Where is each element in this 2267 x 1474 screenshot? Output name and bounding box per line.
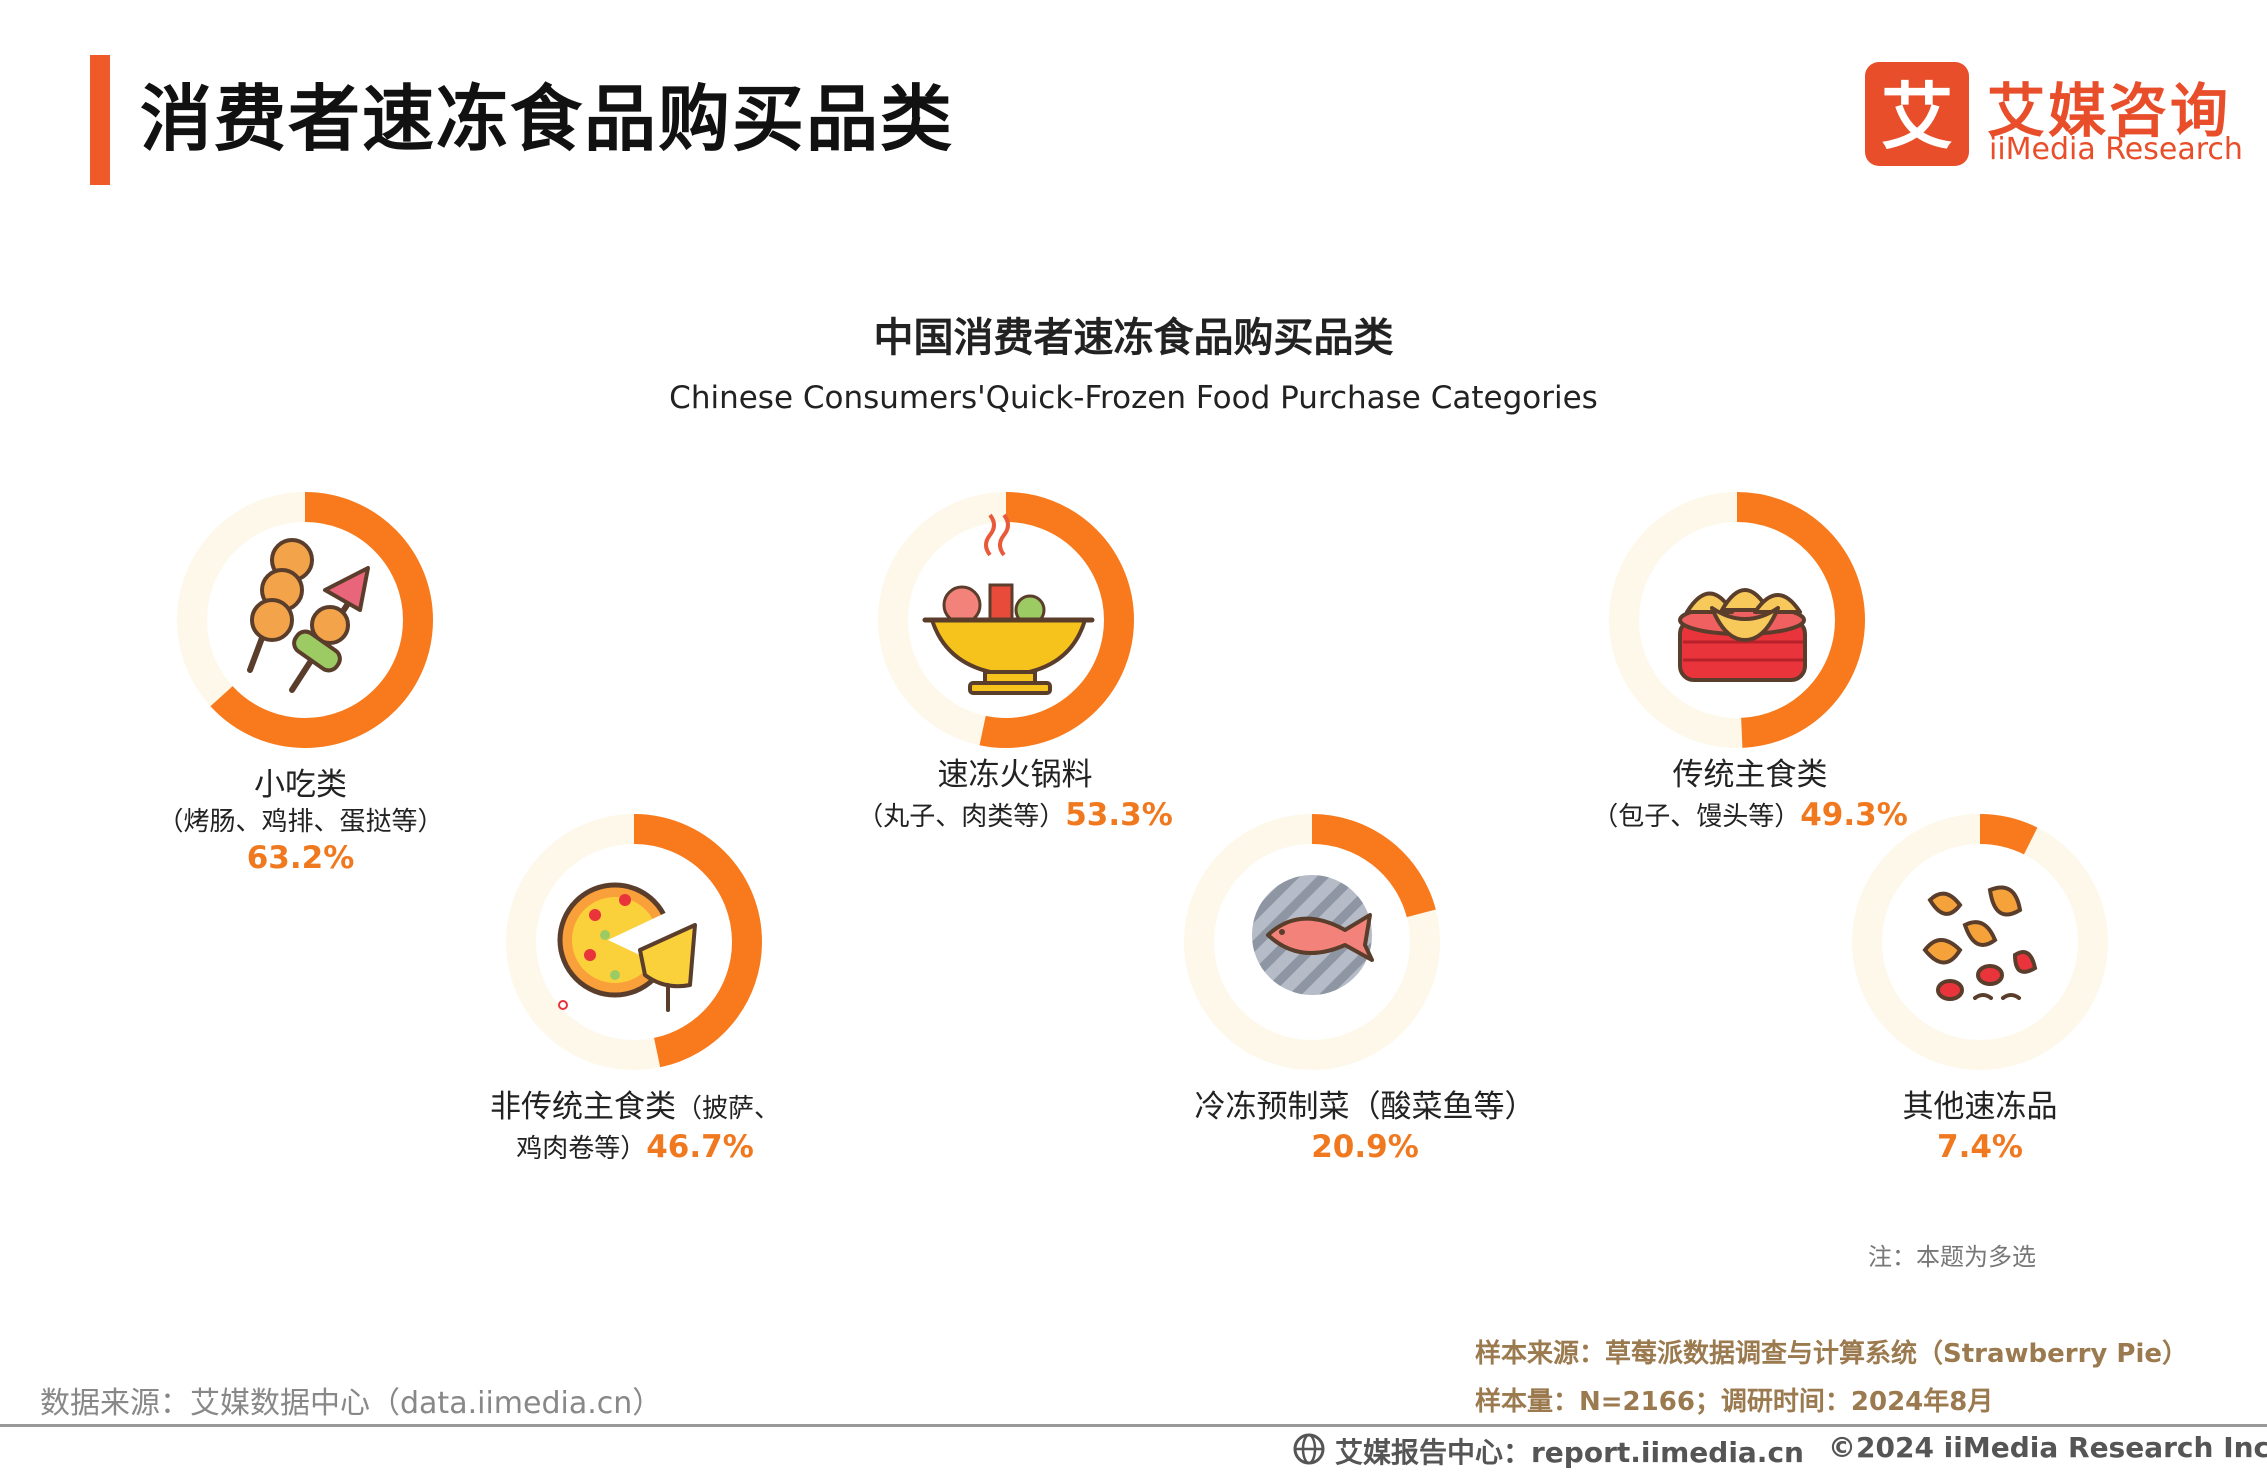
donut-track xyxy=(1184,814,1440,1070)
logo-mark: 艾 xyxy=(1865,62,1969,166)
donut-track xyxy=(878,492,1134,748)
page-title: 消费者速冻食品购买品类 xyxy=(140,77,955,161)
label-non-traditional-staple: 非传统主食类（披萨、 鸡肉卷等）46.7% xyxy=(470,1088,800,1167)
examples-label-part2: 鸡肉卷等） xyxy=(516,1133,647,1164)
label-snacks: 小吃类 （烤肠、鸡排、蛋挞等） 63.2% xyxy=(148,766,453,879)
footer-divider xyxy=(0,1424,2267,1427)
value-label: 46.7% xyxy=(646,1128,754,1165)
donut-track xyxy=(1852,814,2108,1070)
donut-track xyxy=(1609,492,1865,748)
examples-label-part1: （披萨、 xyxy=(675,1094,780,1124)
donut-value-arc xyxy=(506,814,762,1070)
label-prepared-dishes: 冷冻预制菜（酸菜鱼等） 20.9% xyxy=(1165,1088,1565,1167)
logo-name-cn: 艾媒咨询 xyxy=(1987,77,2232,145)
donut-value-arc xyxy=(1852,814,2108,1070)
label-other: 其他速冻品 7.4% xyxy=(1880,1088,2080,1167)
hotpot-icon xyxy=(922,513,1095,695)
value-label: 20.9% xyxy=(1311,1128,1419,1165)
category-label: 速冻火锅料 xyxy=(937,757,1093,793)
iimedia-logo: 艾 艾媒咨询 iiMedia Research xyxy=(1865,62,2245,172)
donut-value-arc xyxy=(177,492,433,748)
category-label: 非传统主食类 xyxy=(489,1089,676,1125)
chart-title: 中国消费者速冻食品购买品类 xyxy=(873,315,1394,361)
sample-source: 样本来源：草莓派数据调查与计算系统（Strawberry Pie） xyxy=(1475,1339,2189,1369)
chart-subtitle: Chinese Consumers'Quick-Frozen Food Purc… xyxy=(669,380,1598,416)
pizza-icon xyxy=(557,882,697,1012)
svg-text:艾: 艾 xyxy=(1881,75,1953,159)
value-label: 49.3% xyxy=(1800,796,1908,833)
logo-name-en: iiMedia Research xyxy=(1989,132,2243,167)
grilled-fish-icon xyxy=(1252,875,1374,995)
sample-size: 样本量：N=2166；调研时间：2024年8月 xyxy=(1475,1387,1994,1417)
snacks-icon xyxy=(1922,885,2038,1001)
globe-icon xyxy=(1293,1433,1325,1465)
data-source: 数据来源：艾媒数据中心（data.iimedia.cn） xyxy=(40,1386,663,1421)
title-accent-bar xyxy=(90,55,110,185)
steamed-buns-icon xyxy=(1678,588,1807,682)
donut-value-arc xyxy=(1609,492,1865,748)
examples-label: （包子、馒头等） xyxy=(1592,801,1801,832)
category-label: 传统主食类 xyxy=(1672,757,1828,793)
examples-label: （烤肠、鸡排、蛋挞等） xyxy=(157,806,444,837)
value-label: 53.3% xyxy=(1065,796,1173,833)
donut-value-arc xyxy=(1184,814,1440,1070)
category-label: 其他速冻品 xyxy=(1902,1089,2058,1125)
value-label: 63.2% xyxy=(246,839,355,876)
multi-select-note: 注：本题为多选 xyxy=(1868,1243,2036,1271)
label-hotpot: 速冻火锅料 （丸子、肉类等）53.3% xyxy=(850,756,1180,835)
skewer-icon xyxy=(247,538,370,693)
donut-value-arc xyxy=(878,492,1134,748)
category-label: 冷冻预制菜（酸菜鱼等） xyxy=(1194,1089,1536,1125)
donut-track xyxy=(506,814,762,1070)
donut-track xyxy=(177,492,433,748)
copyright: ©2024 iiMedia Research Inc xyxy=(1828,1431,2267,1464)
examples-label: （丸子、肉类等） xyxy=(857,801,1066,832)
label-traditional-staple: 传统主食类 （包子、馒头等）49.3% xyxy=(1585,756,1915,835)
category-label: 小吃类 xyxy=(254,767,347,803)
report-site-link[interactable]: 艾媒报告中心：report.iimedia.cn xyxy=(1335,1436,1804,1469)
value-label: 7.4% xyxy=(1937,1128,2023,1165)
